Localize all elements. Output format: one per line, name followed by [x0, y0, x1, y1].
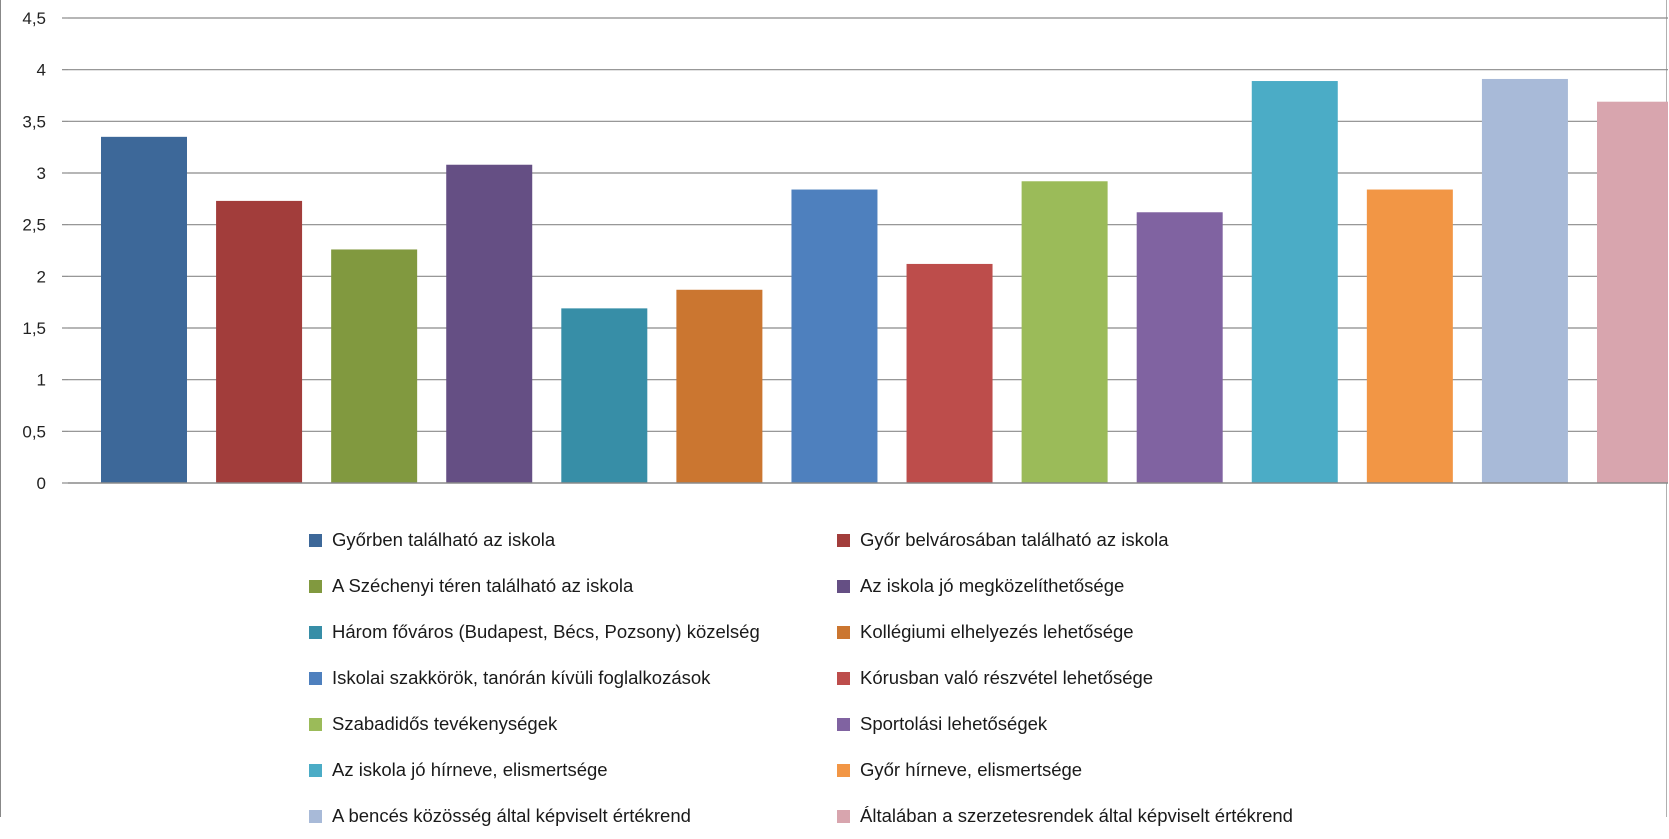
- legend-label: Győrben található az iskola: [332, 529, 556, 550]
- legend-item: Az iskola jó hírneve, elismertsége: [309, 747, 837, 793]
- legend-swatch: [837, 717, 850, 731]
- legend-swatch: [309, 809, 322, 823]
- y-axis-ticks: 0 0,5 1 1,5 2 2,5 3 3,5 4 4,5: [22, 9, 68, 493]
- legend-item: Győrben található az iskola: [309, 517, 837, 563]
- legend-swatch: [309, 671, 322, 685]
- y-tick-label: 0: [37, 474, 46, 493]
- bar: [216, 200, 303, 483]
- bar: [676, 289, 763, 483]
- bars: [101, 78, 1668, 484]
- legend-item: Az iskola jó megközelíthetősége: [837, 563, 1397, 609]
- bar: [791, 189, 878, 484]
- legend-label: Kollégiumi elhelyezés lehetősége: [860, 621, 1134, 642]
- legend-swatch: [309, 625, 322, 639]
- bar: [1251, 81, 1338, 484]
- legend-swatch: [309, 717, 322, 731]
- bar: [1597, 101, 1668, 483]
- legend-item: Három főváros (Budapest, Bécs, Pozsony) …: [309, 609, 837, 655]
- legend-label: Sportolási lehetőségek: [860, 713, 1048, 734]
- bar: [1021, 181, 1108, 483]
- y-tick-label: 2: [37, 267, 46, 286]
- legend: Győrben található az iskola Győr belváros…: [309, 517, 1409, 839]
- bar: [331, 249, 418, 483]
- y-tick-label: 1,5: [22, 319, 46, 338]
- legend-label: Győr belvárosában található az iskola: [860, 529, 1169, 550]
- y-tick-label: 2,5: [22, 216, 46, 235]
- y-tick-label: 0,5: [22, 422, 46, 441]
- bar-chart: 0 0,5 1 1,5 2 2,5 3 3,5 4 4,5: [22, 9, 1668, 493]
- legend-swatch: [309, 533, 322, 547]
- legend-swatch: [309, 763, 322, 777]
- legend-label: Általában a szerzetesrendek által képvis…: [860, 805, 1293, 826]
- bar: [1481, 78, 1568, 483]
- legend-swatch: [837, 533, 850, 547]
- legend-swatch: [837, 763, 850, 777]
- y-tick-label: 4,5: [22, 9, 46, 28]
- legend-item: Sportolási lehetőségek: [837, 701, 1397, 747]
- legend-swatch: [309, 579, 322, 593]
- legend-item: Győr hírneve, elismertsége: [837, 747, 1397, 793]
- legend-item: A bencés közösség által képviselt értékr…: [309, 793, 837, 839]
- legend-label: A bencés közösség által képviselt értékr…: [332, 805, 691, 826]
- legend-swatch: [837, 579, 850, 593]
- legend-label: Az iskola jó megközelíthetősége: [860, 575, 1125, 596]
- legend-label: Az iskola jó hírneve, elismertsége: [332, 759, 608, 780]
- bar: [1136, 212, 1223, 483]
- legend-item: Szabadidős tevékenységek: [309, 701, 837, 747]
- bar: [101, 136, 187, 484]
- legend-label: Kórusban való részvétel lehetősége: [860, 667, 1154, 688]
- y-tick-label: 1: [37, 371, 46, 390]
- y-tick-label: 4: [37, 61, 46, 80]
- legend-swatch: [837, 625, 850, 639]
- legend-item: Általában a szerzetesrendek által képvis…: [837, 793, 1397, 839]
- legend-label: Iskolai szakkörök, tanórán kívüli foglal…: [332, 667, 711, 688]
- y-tick-label: 3,5: [22, 112, 46, 131]
- bar: [906, 263, 993, 483]
- legend-item: Győr belvárosában található az iskola: [837, 517, 1397, 563]
- bar: [561, 308, 648, 483]
- legend-item: Kórusban való részvétel lehetősége: [837, 655, 1397, 701]
- legend-item: A Széchenyi téren található az iskola: [309, 563, 837, 609]
- legend-label: Három főváros (Budapest, Bécs, Pozsony) …: [332, 621, 760, 642]
- legend-label: A Széchenyi téren található az iskola: [332, 575, 634, 596]
- bar: [1366, 189, 1453, 484]
- bar: [446, 164, 533, 483]
- legend-swatch: [837, 671, 850, 685]
- legend-item: Iskolai szakkörök, tanórán kívüli foglal…: [309, 655, 837, 701]
- legend-label: Győr hírneve, elismertsége: [860, 759, 1083, 780]
- legend-swatch: [837, 809, 850, 823]
- legend-item: Kollégiumi elhelyezés lehetősége: [837, 609, 1397, 655]
- legend-label: Szabadidős tevékenységek: [332, 713, 558, 734]
- y-tick-label: 3: [37, 164, 46, 183]
